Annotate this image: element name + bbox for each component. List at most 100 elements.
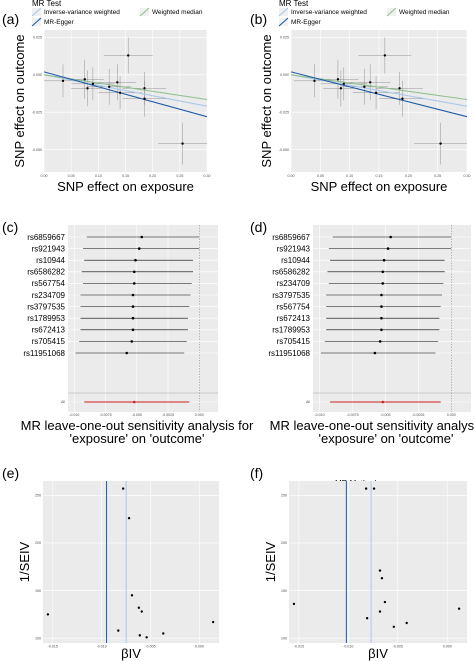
x-tick-label: -0.010 (343, 645, 353, 649)
plot-background (289, 481, 467, 643)
data-point (342, 82, 345, 86)
x-tick-label: -0.015 (48, 645, 58, 649)
data-point (292, 602, 296, 606)
legend-label: Weighted median (399, 9, 450, 16)
y-tick-label: -0.025 (32, 110, 42, 114)
data-point (313, 79, 316, 83)
snp-label: rs6586282 (27, 268, 65, 277)
x-tick-label: 0.05 (317, 174, 324, 178)
x-tick-label: -0.0025 (412, 413, 424, 417)
legend-key (278, 17, 289, 27)
y-tick-label: 250 (281, 493, 287, 497)
data-point (127, 516, 131, 520)
legend-key (278, 7, 289, 17)
snp-label: rs705415 (277, 337, 311, 346)
data-point (401, 97, 404, 100)
snp-label: rs705415 (32, 337, 66, 346)
point-estimate (378, 340, 382, 343)
data-point (339, 87, 343, 90)
x-axis-title: βIV (121, 646, 141, 661)
y-tick-label: -0.050 (279, 148, 289, 152)
forest-panel-d: -0.010 -0.0075 -0.005 -0.0025 0.000 rs6859667… (268, 225, 474, 446)
point-estimate (380, 293, 383, 297)
x-axis-title: MR leave-one-out sensitivity analysis fo… (270, 418, 474, 433)
y-axis-title: SNP effect on outcome (12, 34, 27, 167)
panel-label-d: (d) (250, 219, 267, 235)
panel-label-a: (a) (2, 11, 19, 27)
point-estimate (140, 235, 144, 239)
panel-label-e: (e) (2, 465, 19, 481)
x-tick-label: -0.015 (294, 645, 304, 649)
x-tick-label: 0.05 (68, 174, 75, 178)
point-estimate (131, 316, 135, 320)
legend-key (31, 7, 42, 17)
scatter-panel-a: 0.00 0.05 0.10 0.15 0.20 0.25 0.30 0.025 0.000 -0… (12, 30, 211, 194)
snp-label: rs672413 (32, 326, 66, 335)
x-axis-title: SNP effect on exposure (311, 179, 448, 194)
data-point (372, 487, 376, 490)
data-point (364, 487, 368, 490)
data-point (365, 617, 369, 620)
data-point (439, 142, 442, 145)
x-tick-label: 0.000 (447, 413, 456, 417)
data-point (137, 606, 141, 609)
point-estimate (382, 258, 386, 262)
x-tick-label: 0.15 (376, 174, 383, 178)
y-tick-label: 150 (35, 589, 41, 593)
overall-estimate (132, 400, 136, 404)
x-tick-label: 0.10 (346, 174, 353, 178)
scatter-panel-b: 0.00 0.05 0.10 0.15 0.20 0.25 0.30 0.025 0.000 -0… (259, 30, 471, 194)
data-point (336, 78, 340, 81)
x-tick-label: -0.010 (314, 413, 324, 417)
x-tick-label: -0.010 (97, 645, 107, 649)
panel-label-f: (f) (250, 465, 263, 481)
regression-line (291, 71, 467, 118)
x-tick-label: -0.005 (393, 645, 403, 649)
legend-key (31, 17, 42, 27)
x-tick-label: -0.0075 (346, 413, 358, 417)
legend-label: MR-Egger (44, 19, 74, 26)
forest-panel-c: -0.010 -0.0075 -0.005 -0.0025 0.000 rs6859667… (21, 225, 254, 446)
snp-label: rs6586282 (272, 268, 310, 277)
data-point (143, 87, 146, 90)
y-tick-label: 100 (35, 636, 41, 640)
data-point (143, 97, 146, 100)
point-estimate (380, 316, 383, 320)
snp-label: rs6859667 (27, 233, 65, 242)
point-estimate (380, 305, 383, 308)
data-point (83, 78, 86, 81)
x-tick-label: 0.20 (405, 174, 412, 178)
snp-label: rs672413 (277, 314, 311, 323)
snp-label: rs234709 (32, 291, 66, 300)
y-tick-label: 0.025 (33, 36, 42, 40)
snp-label: rs1789953 (272, 326, 310, 335)
data-point (181, 142, 184, 145)
snp-label: rs921943 (32, 244, 66, 253)
x-tick-label: -0.005 (380, 413, 390, 417)
x-tick-label: 0.000 (195, 413, 204, 417)
data-point (130, 594, 134, 597)
data-point (363, 85, 366, 89)
y-tick-label: 250 (35, 493, 41, 497)
y-tick-label: 0.025 (280, 36, 289, 40)
panel-label-c: (c) (2, 219, 18, 235)
legend-label: MR-Egger (291, 19, 321, 26)
data-point (46, 613, 50, 616)
snp-label: rs1789953 (27, 314, 65, 323)
y-tick-label: 150 (281, 589, 287, 593)
x-tick-label: -0.005 (145, 645, 155, 649)
snp-label: rs567754 (32, 279, 66, 288)
y-axis-title: SNP effect on outcome (259, 34, 274, 167)
data-point (117, 629, 120, 632)
overall-label: All (306, 400, 310, 404)
regression-line (44, 71, 207, 118)
snp-label: rs3797535 (272, 291, 310, 300)
y-tick-label: 0.000 (280, 73, 289, 77)
x-tick-label: 0.20 (149, 174, 156, 178)
funnel-panel-e: -0.015 -0.010 -0.005 0.000 250 200 150 100 βIV 1/… (17, 481, 219, 661)
point-estimate (389, 235, 392, 239)
x-tick-label: 0.30 (204, 174, 211, 178)
